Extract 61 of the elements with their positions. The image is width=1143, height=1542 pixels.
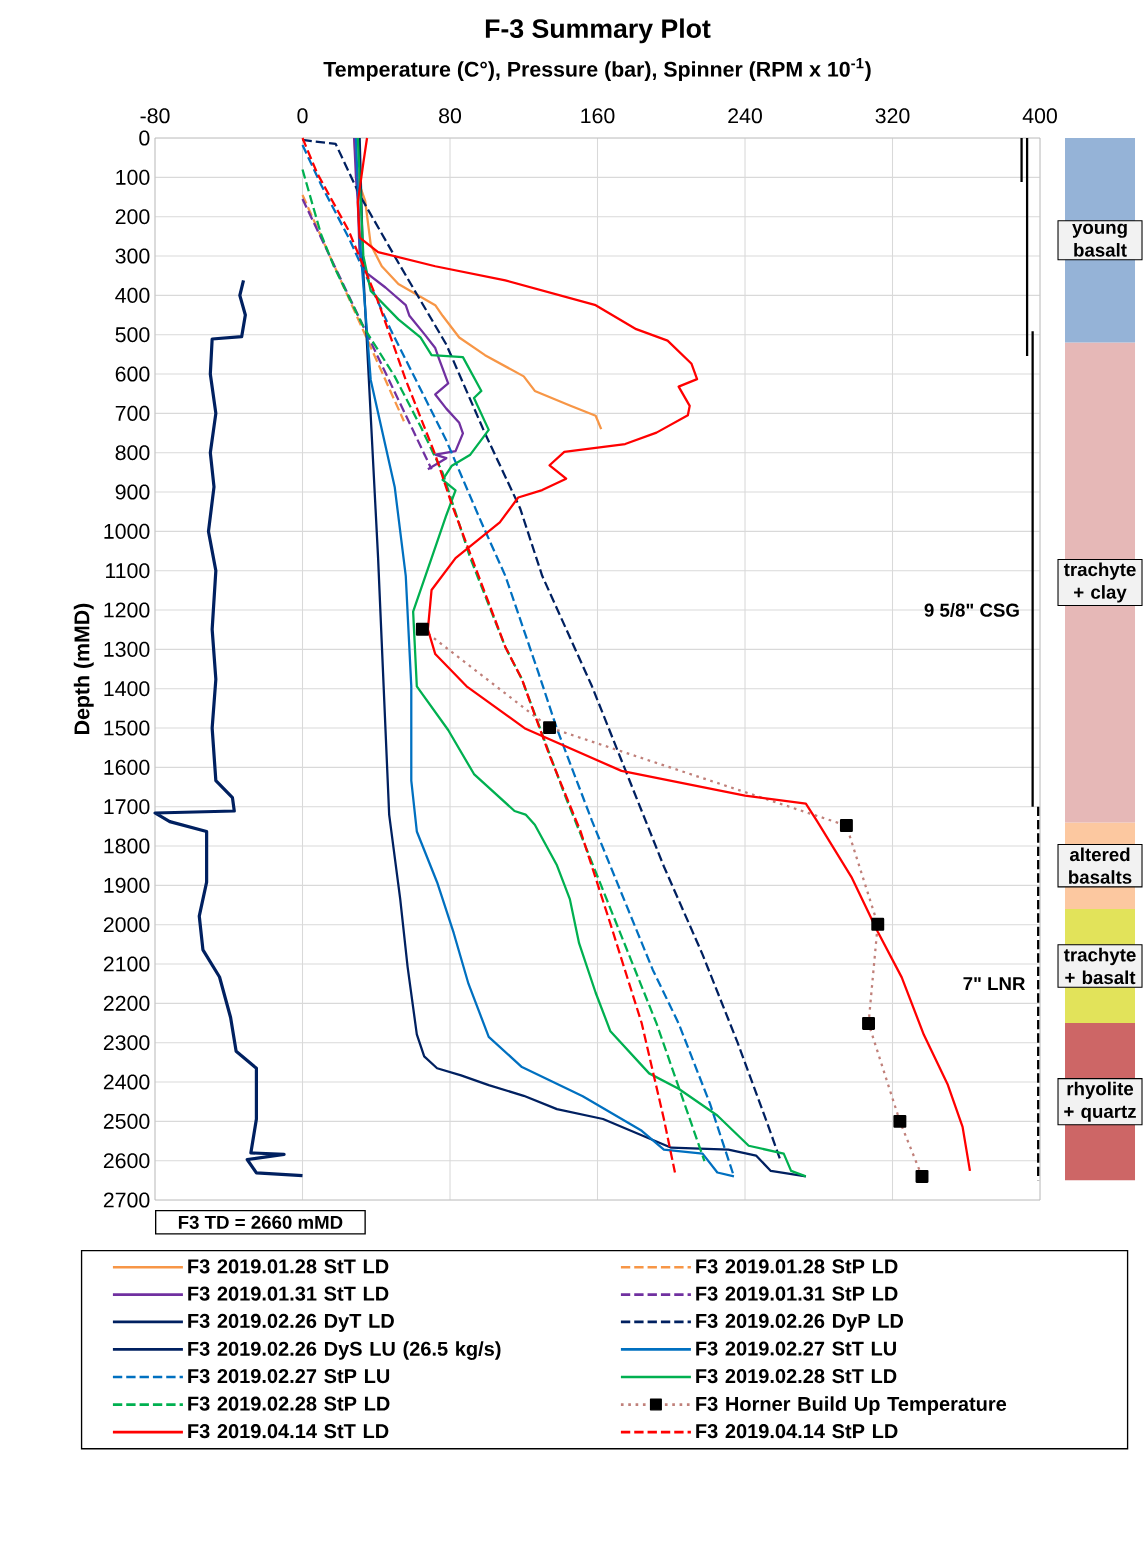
x-tick-label: 240: [728, 108, 762, 124]
y-tick-label: 900: [115, 484, 150, 500]
series-label: altered basalts: [1069, 847, 1132, 884]
y-tick-label: 2600: [103, 1153, 150, 1169]
y-tick-label: 1800: [104, 838, 150, 854]
annotation: 7" LNR: [963, 977, 1026, 991]
y-tick-label: 1500: [104, 720, 150, 736]
x-tick-label: 320: [875, 108, 910, 124]
y-tick-label: 1900: [104, 877, 150, 893]
y-tick-label: 0: [139, 130, 150, 146]
series-label: rhyolite + quartz: [1064, 1081, 1136, 1122]
legend-label: F3 2019.04.14 StT LD: [188, 1424, 389, 1439]
y-tick-label: 1100: [106, 563, 150, 579]
x-tick-label: 400: [1022, 108, 1057, 124]
y-tick-label: 400: [115, 287, 150, 303]
legend-label: F3 2019.01.28 StP LD: [696, 1259, 898, 1274]
legend-label: F3 2019.02.27 StT LU: [696, 1341, 896, 1356]
legend-label: F3 2019.02.27 StP LU: [188, 1368, 390, 1384]
y-tick-label: 600: [115, 366, 150, 382]
x-tick-label: -80: [140, 108, 170, 124]
x-tick-label: 160: [581, 108, 615, 124]
legend-label: F3 2019.04.14 StP LD: [696, 1424, 898, 1439]
y-tick-label: 1000: [104, 523, 150, 539]
y-tick-label: 2400: [103, 1074, 150, 1090]
legend-label: F3 2019.01.28 StT LD: [188, 1259, 389, 1274]
y-tick-label: 1400: [104, 681, 150, 697]
y-axis-title: Depth (mMD): [73, 603, 94, 734]
y-tick-label: 1200: [104, 602, 150, 618]
legend-label: F3 2019.01.31 StT LD: [188, 1286, 389, 1301]
y-tick-label: 1600: [104, 759, 150, 775]
y-tick-label: 2700: [103, 1192, 150, 1208]
y-tick-label: 1700: [104, 799, 150, 815]
y-tick-label: 200: [115, 209, 150, 225]
legend-label: F3 2019.02.26 DyP LD: [696, 1313, 904, 1332]
y-tick-label: 2100: [103, 956, 150, 972]
annotation: 9 5/8" CSG: [924, 603, 1019, 617]
y-tick-label: 100: [116, 169, 150, 185]
line-series: [153, 278, 305, 1178]
series-label: trachyte + basalt: [1063, 947, 1136, 985]
y-tick-label: 2300: [103, 1035, 150, 1051]
legend-label: F3 2019.01.31 StP LD: [696, 1286, 898, 1301]
y-tick-label: 2500: [103, 1113, 150, 1129]
y-tick-label: 1300: [104, 641, 150, 657]
series-label: young basalt: [1072, 223, 1127, 257]
y-tick-label: 300: [115, 248, 150, 264]
legend-label: F3 2019.02.28 StP LD: [188, 1396, 390, 1411]
legend-label: F3 2019.02.26 DyT LD: [188, 1313, 394, 1332]
y-tick-label: 500: [115, 327, 150, 343]
y-tick-label: 2000: [103, 917, 150, 933]
x-tick-label: 0: [297, 108, 308, 124]
x-axis-title: Temperature (C°), Pressure (bar), Spinner (RPM x 10$^{-1}$): [323, 58, 871, 82]
legend-label: F3 Horner Build Up Temperature: [696, 1396, 1007, 1415]
y-tick-label: 800: [115, 445, 150, 461]
chart-title: F-3 Summary Plot: [485, 18, 711, 44]
legend-label: F3 2019.02.26 DyS LU (26.5 kg/s): [188, 1341, 501, 1360]
y-tick-label: 2200: [103, 995, 150, 1011]
legend-label: F3 2019.02.28 StT LD: [696, 1368, 897, 1384]
y-tick-label: 700: [115, 405, 150, 421]
x-tick-label: 80: [439, 108, 462, 124]
text: F3 TD = 2660 mMD: [178, 1215, 343, 1229]
series-label: trachyte + clay: [1063, 562, 1136, 603]
